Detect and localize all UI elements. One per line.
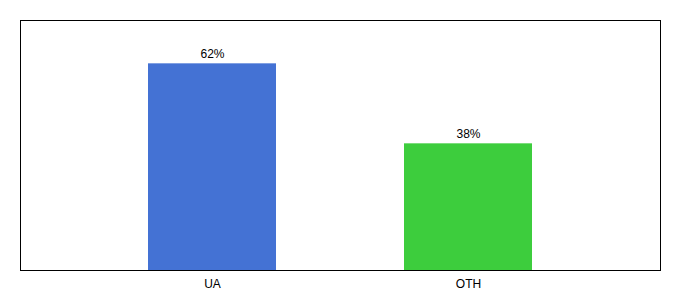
svg-text:UA: UA	[204, 277, 221, 291]
svg-text:OTH: OTH	[456, 277, 481, 291]
svg-text:62%: 62%	[200, 47, 224, 61]
svg-text:38%: 38%	[456, 127, 480, 141]
